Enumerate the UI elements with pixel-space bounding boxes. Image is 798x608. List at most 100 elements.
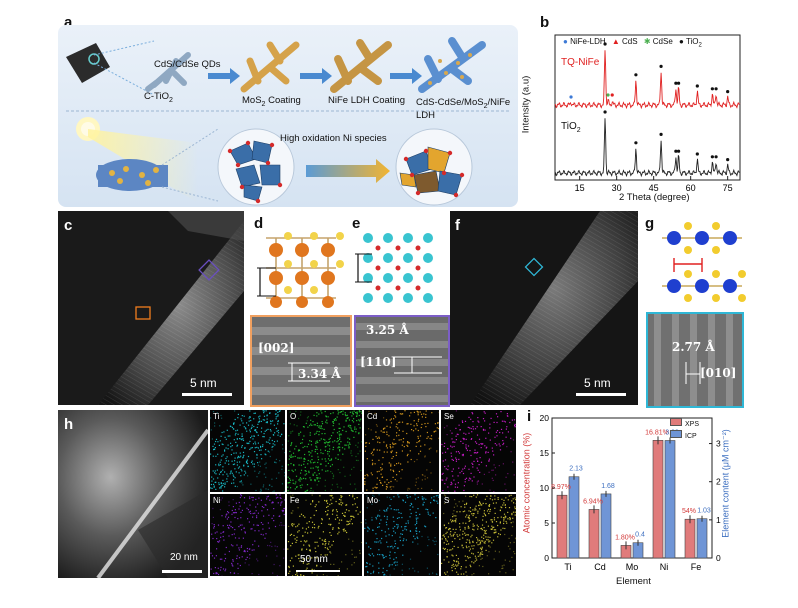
- eds-map-ti: Ti: [210, 410, 285, 492]
- eds-dot: [481, 483, 483, 485]
- eds-dot: [218, 483, 220, 486]
- eds-dot: [481, 536, 483, 538]
- eds-dot: [513, 551, 515, 553]
- eds-dot: [220, 459, 222, 461]
- eds-dot: [230, 521, 232, 523]
- eds-dot: [399, 421, 401, 423]
- eds-dot: [326, 499, 328, 502]
- eds-dot: [263, 515, 265, 517]
- eds-dot: [491, 528, 494, 530]
- eds-dot: [290, 533, 293, 535]
- eds-dot: [504, 517, 506, 519]
- eds-dot: [443, 548, 446, 550]
- eds-dot: [327, 509, 329, 512]
- eds-dot: [273, 508, 275, 510]
- eds-dot: [327, 444, 329, 446]
- eds-dot: [264, 463, 266, 465]
- panel-c-letter: c: [64, 217, 73, 234]
- eds-dot: [494, 443, 496, 445]
- eds-dot: [261, 458, 263, 460]
- eds-dot: [294, 448, 296, 450]
- eds-dot: [465, 433, 467, 435]
- bar-category-ti: Ti: [564, 562, 571, 572]
- eds-dot: [288, 469, 290, 471]
- eds-dot: [321, 421, 323, 423]
- eds-dot: [354, 556, 356, 558]
- eds-dot: [278, 432, 280, 434]
- legend-xps-label: XPS: [685, 421, 700, 428]
- eds-dot: [463, 489, 465, 492]
- eds-dot: [464, 506, 466, 508]
- eds-dot: [283, 557, 285, 559]
- eds-dot: [324, 499, 326, 502]
- eds-dot: [411, 503, 413, 505]
- hrtem-g-fringes: [654, 314, 733, 406]
- eds-dot: [478, 501, 481, 503]
- eds-dot: [306, 563, 308, 565]
- eds-dot: [308, 521, 310, 523]
- eds-dot: [259, 420, 261, 422]
- eds-dot: [309, 550, 311, 552]
- eds-dot: [211, 487, 213, 489]
- eds-dot: [296, 536, 298, 538]
- eds-dot: [271, 517, 273, 519]
- eds-dot: [212, 507, 214, 510]
- eds-dot: [222, 443, 224, 446]
- eds-dot: [266, 555, 268, 557]
- eds-dot: [358, 419, 360, 421]
- eds-dot: [305, 422, 307, 424]
- eds-dot: [240, 455, 242, 457]
- eds-dot: [350, 515, 352, 517]
- eds-dot: [486, 446, 488, 448]
- eds-dot: [480, 549, 483, 551]
- eds-map-dots-o: [287, 410, 362, 492]
- eds-dot: [295, 526, 297, 528]
- eds-dot: [372, 454, 374, 456]
- eds-dot: [385, 535, 387, 537]
- eds-dot: [424, 455, 426, 457]
- eds-dot: [400, 463, 402, 465]
- eds-dot: [238, 466, 241, 468]
- eds-dot: [403, 446, 405, 448]
- eds-dot: [419, 513, 421, 515]
- eds-dot: [227, 448, 229, 450]
- eds-dot: [463, 485, 465, 487]
- eds-dot: [409, 488, 411, 490]
- eds-dot: [257, 524, 259, 526]
- eds-dot: [301, 442, 303, 444]
- bar-xps-ni: [652, 440, 664, 559]
- eds-dot: [273, 424, 275, 426]
- eds-dot: [454, 499, 456, 501]
- eds-dot: [301, 549, 303, 551]
- eds-dot: [426, 477, 429, 479]
- eds-dot: [312, 462, 314, 464]
- eds-dot: [296, 539, 298, 541]
- eds-dot: [307, 416, 309, 418]
- eds-dot: [416, 521, 418, 523]
- eds-dot: [396, 423, 398, 425]
- eds-dot: [241, 435, 243, 437]
- eds-dot: [318, 525, 320, 527]
- eds-dot: [243, 550, 245, 552]
- eds-dot: [235, 452, 237, 454]
- eds-dot: [290, 463, 292, 465]
- panel-g-letter: g: [645, 215, 655, 232]
- eds-dot: [260, 488, 262, 490]
- eds-dot: [329, 532, 331, 534]
- eds-dot: [288, 458, 290, 460]
- eds-dot: [317, 467, 319, 469]
- eds-dot: [356, 506, 358, 508]
- eds-dot: [453, 545, 455, 547]
- eds-dot: [479, 555, 481, 557]
- eds-dot: [232, 559, 234, 561]
- eds-dot: [389, 444, 391, 446]
- eds-dot: [401, 421, 404, 423]
- ytick-right-label-2: 2: [716, 477, 721, 487]
- eds-dot: [257, 447, 259, 449]
- eds-dot: [330, 552, 332, 554]
- eds-dot: [378, 572, 380, 574]
- eds-dot: [249, 504, 251, 506]
- eds-dot: [446, 571, 448, 573]
- eds-dot: [467, 516, 469, 519]
- eds-dot: [471, 513, 473, 515]
